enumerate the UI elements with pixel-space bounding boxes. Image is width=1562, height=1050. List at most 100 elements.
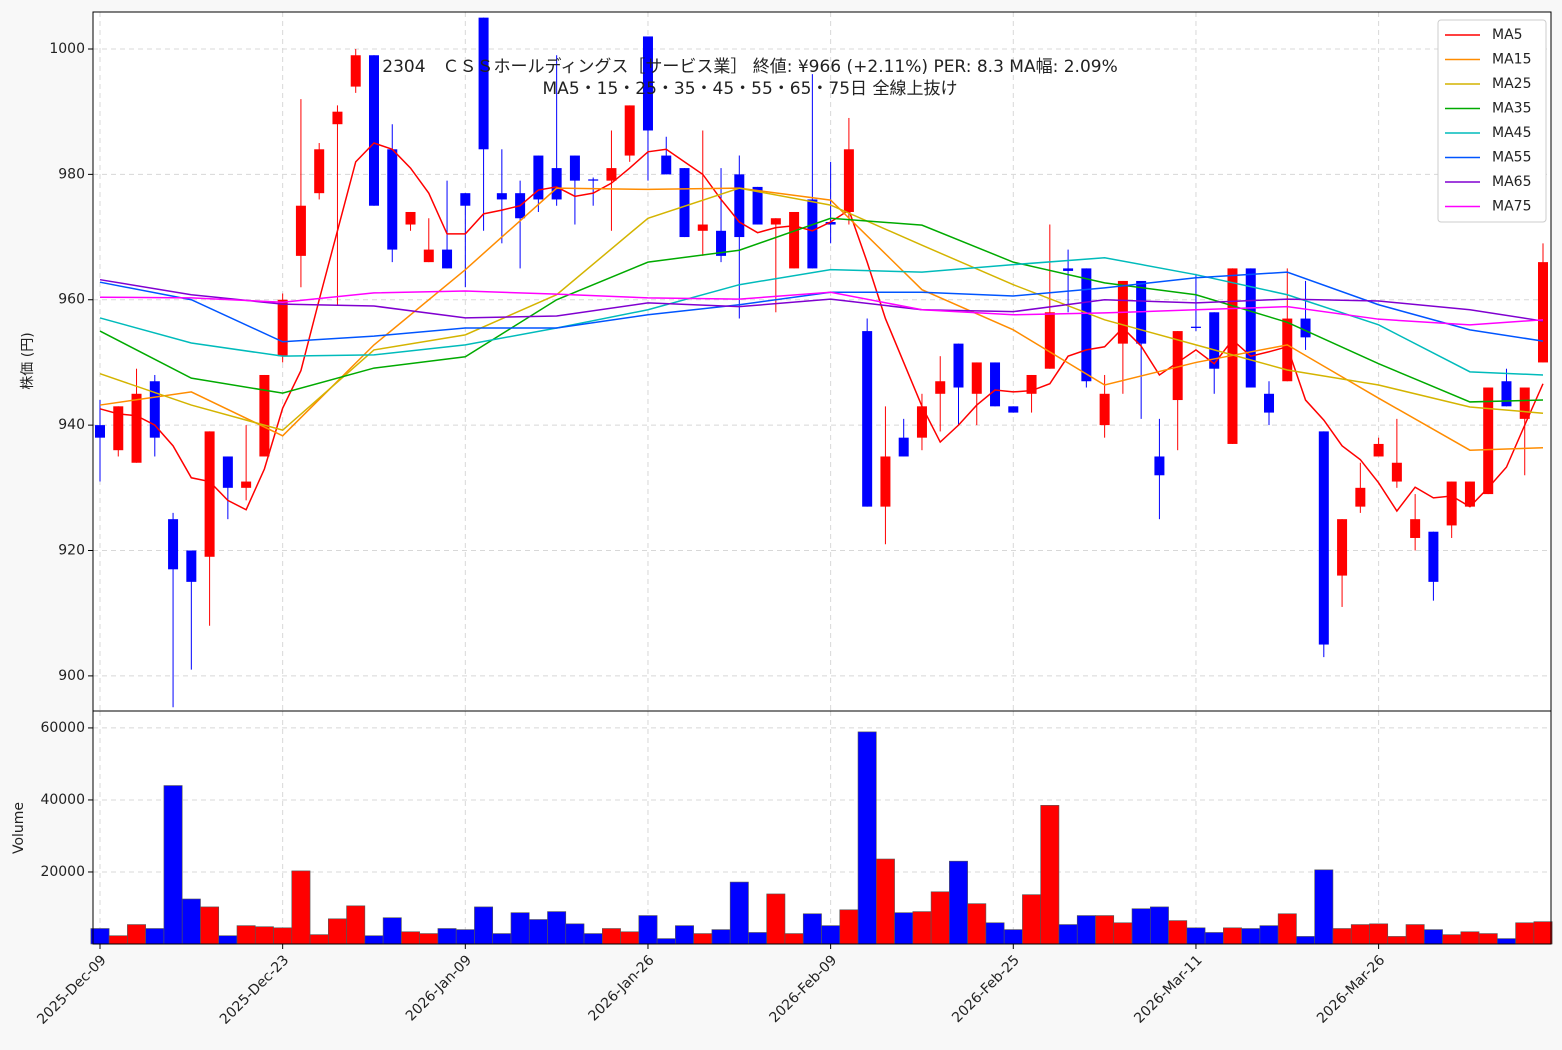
candle-body: [697, 224, 708, 231]
candle-body: [259, 374, 270, 457]
volume-bar: [1533, 921, 1553, 945]
candle-body: [350, 55, 361, 87]
volume-bar: [1460, 931, 1480, 945]
volume-bar: [163, 785, 183, 945]
candle-body: [1172, 331, 1183, 401]
volume-bar: [492, 933, 512, 945]
candle-body: [314, 149, 325, 194]
volume-bar: [328, 918, 347, 945]
volume-bar: [291, 870, 311, 945]
volume-bar: [108, 935, 128, 945]
candle-body: [843, 149, 854, 212]
y-tick-label: 960: [58, 292, 85, 308]
candle-body: [204, 431, 215, 557]
volume-bar: [1149, 906, 1169, 945]
candle-body: [716, 230, 727, 256]
volume-bar: [693, 933, 713, 945]
legend-label: MA35: [1492, 101, 1531, 117]
volume-bar: [1076, 915, 1096, 945]
volume-bar: [309, 934, 329, 945]
candle-body: [661, 155, 672, 175]
volume-bar: [273, 927, 293, 945]
candle-body: [898, 437, 909, 457]
candle-body: [149, 381, 160, 438]
ma-line: [99, 217, 1544, 403]
candle-body: [533, 155, 544, 200]
candle-body: [332, 111, 343, 125]
volume-bar: [583, 933, 603, 945]
candle-body: [1264, 393, 1275, 413]
candle-body: [588, 179, 599, 181]
x-tick-label: 2026-Jan-09: [403, 952, 475, 1024]
candle-body: [241, 481, 252, 488]
y-axis-label: 株価 (円): [20, 332, 36, 389]
candle-body: [679, 168, 690, 238]
volume-bar: [766, 893, 786, 945]
volume-bar: [1515, 922, 1535, 945]
y-axis-label: Volume: [11, 802, 27, 854]
candle-body: [642, 36, 653, 131]
candle-body: [935, 381, 946, 394]
volume-bar: [1350, 924, 1370, 945]
candle-body: [387, 149, 398, 250]
candle-body: [606, 168, 617, 181]
volume-bar: [1186, 927, 1206, 945]
candle-body: [807, 199, 818, 269]
volume-bar: [1095, 915, 1115, 945]
volume-bar: [1168, 920, 1188, 945]
candle-body: [1337, 519, 1348, 576]
volume-bar: [1204, 932, 1224, 945]
candle-body: [862, 331, 873, 507]
volume-bar: [200, 906, 220, 945]
x-tick-label: 2026-Feb-09: [767, 952, 841, 1026]
volume-bar: [894, 912, 914, 945]
candle-body: [1483, 387, 1494, 495]
volume-bar: [364, 935, 384, 945]
y-tick-label: 60000: [40, 720, 85, 736]
candle-body: [1300, 318, 1311, 338]
x-tick-label: 2026-Jan-26: [586, 952, 658, 1024]
candle-body: [789, 211, 800, 269]
candle-body: [113, 406, 124, 451]
volume-bar: [547, 911, 567, 945]
ma-line: [99, 187, 1544, 451]
candle-body: [168, 519, 179, 570]
volume-bar: [510, 912, 530, 945]
candle-body: [423, 249, 434, 263]
candle-body: [624, 105, 635, 156]
volume-bar: [675, 925, 694, 945]
volume-bar: [602, 928, 621, 945]
candle-body: [1026, 374, 1037, 394]
volume-bar: [474, 906, 494, 945]
volume-bar: [1314, 869, 1334, 945]
candle-body: [752, 186, 763, 225]
volume-bar: [1478, 933, 1498, 945]
chart-subtitle: MA5・15・25・35・45・55・65・75日 全線上抜け: [543, 79, 958, 99]
x-tick-label: 2026-Mar-26: [1314, 952, 1388, 1026]
legend-label: MA55: [1492, 150, 1531, 166]
candle-body: [131, 393, 142, 463]
volume-bar: [1113, 922, 1133, 945]
volume-bar: [181, 898, 201, 945]
ma-line: [99, 142, 1544, 513]
volume-bar: [1223, 927, 1242, 945]
chart-title: 2304 ＣＳＳホールディングス［サービス業］ 終値: ¥966 (+2.11%…: [382, 56, 1117, 77]
candle-body: [95, 425, 105, 438]
candle-body: [1501, 381, 1512, 407]
y-tick-label: 940: [58, 417, 85, 433]
volume-bar: [875, 858, 895, 945]
candle-body: [916, 406, 927, 438]
volume-bar: [620, 931, 640, 945]
legend-label: MA5: [1492, 27, 1523, 43]
volume-bar: [1241, 928, 1261, 945]
volume-bar: [656, 938, 676, 945]
volume-bar: [985, 922, 1005, 945]
volume-bar: [218, 935, 238, 945]
volume-bar: [711, 929, 731, 945]
candle-body: [1410, 519, 1421, 538]
candle-body: [277, 299, 288, 357]
legend-label: MA75: [1492, 199, 1531, 215]
candle-body: [1190, 326, 1201, 328]
marks: [88, 12, 1553, 945]
